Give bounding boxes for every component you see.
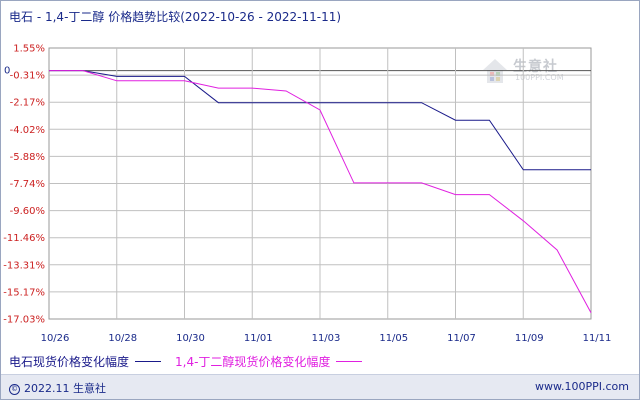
title-separator: - [33,10,45,24]
legend-swatch-series-b [336,361,363,362]
y-tick-label: -2.17% [10,98,45,109]
y-tick-label: -11.46% [3,233,45,244]
x-tick-label: 10/30 [176,333,205,344]
y-tick-label: -0.31% [10,71,45,82]
x-tick-label: 11/05 [379,333,408,344]
title-metric: 价格趋势比较 [104,10,181,24]
series-line-b [49,70,592,313]
watermark-url: 100PPI.COM [515,73,564,82]
x-tick-label: 11/03 [312,333,341,344]
y-tick-label: -9.60% [10,206,45,217]
chart-title: 电石 - 1,4-丁二醇 价格趋势比较(2022-10-26 - 2022-11… [9,8,341,25]
title-range: (2022-10-26 - 2022-11-11) [180,10,342,24]
y-tick-label: -13.31% [3,260,45,271]
footer-copyright-text: 2022.11 生意社 [24,382,106,395]
y-axis-ticks: 1.55% -0.31% -2.17% -4.02% -5.88% -7.74% -9.60… [3,44,45,326]
series-layer [49,70,592,313]
y-tick-label: -17.03% [3,315,45,326]
legend-label-series-a: 电石现货价格变化幅度 [9,355,130,369]
y-tick-label: -4.02% [10,125,45,136]
footer-site-link[interactable]: www.100PPI.com [535,380,629,393]
x-tick-label: 10/28 [108,333,137,344]
footer-bar: © 2022.11 生意社 www.100PPI.com [1,374,639,399]
y-tick-label: -15.17% [3,287,45,298]
legend-item-series-a: 电石现货价格变化幅度 [9,353,162,370]
title-product-a: 电石 [9,10,34,24]
x-tick-label: 11/07 [447,333,476,344]
series-line-a [49,70,591,171]
y-tick-label: 1.55% [13,44,45,55]
x-tick-label: 11/09 [515,333,544,344]
y-zero-label: 0 [4,66,10,77]
x-tick-label: 10/26 [41,333,70,344]
legend-item-series-b: 1,4-丁二醇现货价格变化幅度 [175,353,363,370]
x-axis-ticks: 10/26 10/28 10/30 11/01 11/03 11/05 11/07 11/09… [41,333,612,344]
x-tick-label: 11/01 [244,333,273,344]
copyright-icon: © [9,384,20,395]
grid-layer [48,47,592,320]
x-tick-label: 11/11 [583,333,612,344]
footer-left: © 2022.11 生意社 [9,380,106,396]
legend: 电石现货价格变化幅度 1,4-丁二醇现货价格变化幅度 [9,353,376,370]
legend-swatch-series-a [135,361,162,362]
title-product-b: 1,4-丁二醇 [44,10,105,24]
y-tick-label: -5.88% [10,152,45,163]
legend-label-series-b: 1,4-丁二醇现货价格变化幅度 [175,355,331,369]
y-tick-label: -7.74% [10,179,45,190]
